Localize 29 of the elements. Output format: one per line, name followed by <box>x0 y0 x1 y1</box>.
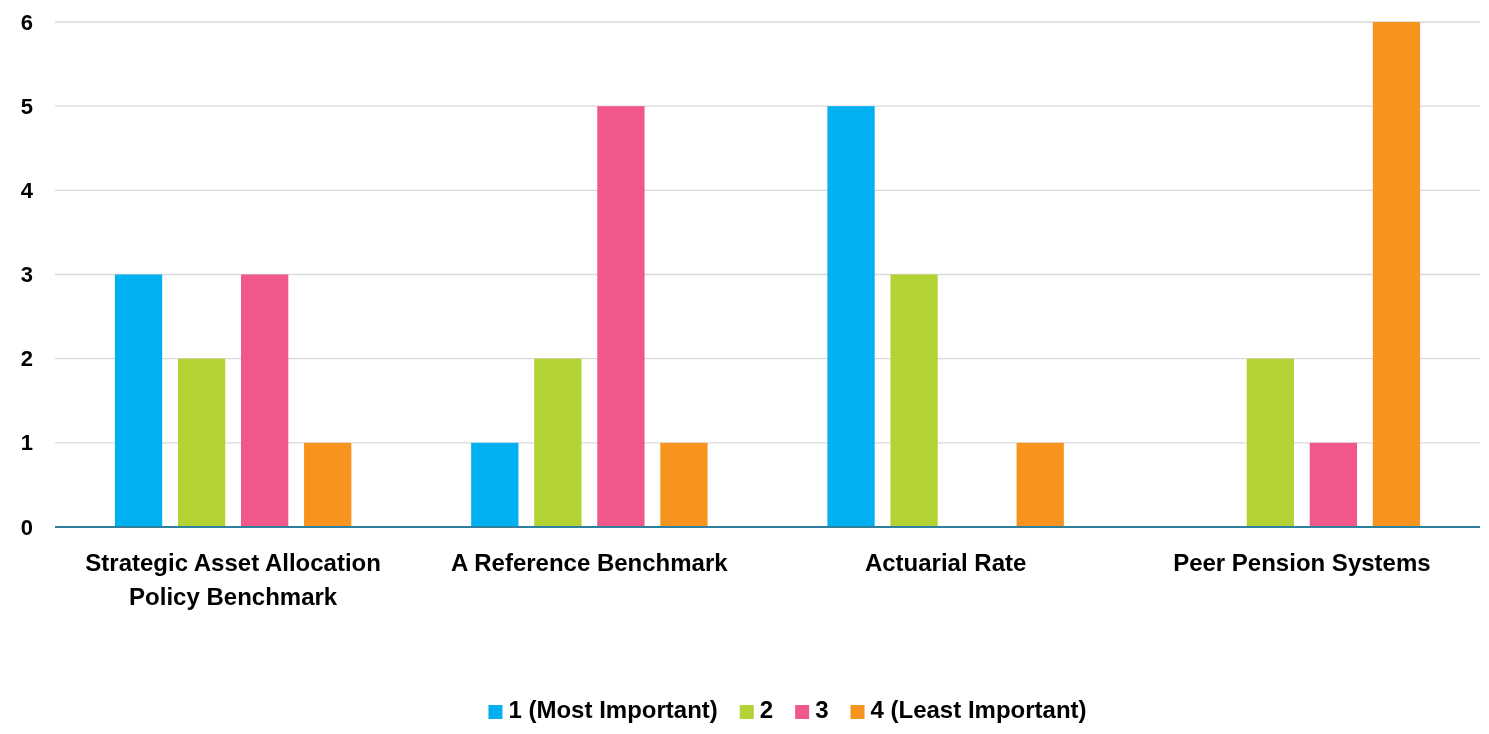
legend-label: 3 <box>815 696 829 723</box>
legend-label: 2 <box>759 696 774 723</box>
legend-label: 1 (Most Important) <box>508 696 718 723</box>
bar <box>890 274 938 527</box>
x-tick-label: Peer Pension Systems <box>1173 549 1431 576</box>
bar <box>827 106 875 527</box>
y-tick-label: 4 <box>20 177 34 203</box>
bar <box>1016 442 1064 527</box>
bar <box>534 358 582 527</box>
bar <box>1309 442 1358 527</box>
y-tick-label: 0 <box>20 514 33 540</box>
x-tick-label: A Reference Benchmark <box>451 549 729 576</box>
bar <box>177 358 226 527</box>
x-tick-label: Strategic Asset Allocation Policy Benchmark <box>85 549 381 610</box>
bar <box>1372 22 1421 527</box>
bar <box>1246 358 1294 527</box>
bar <box>304 442 352 527</box>
y-tick-label: 3 <box>20 262 33 288</box>
legend-label: 4 (Least Important) <box>870 696 1087 723</box>
bar <box>471 442 519 527</box>
y-tick-label: 1 <box>20 430 33 456</box>
y-tick-label: 5 <box>20 93 33 119</box>
bar <box>597 106 645 527</box>
y-tick-label: 6 <box>20 9 33 35</box>
x-tick-label: Actuarial Rate <box>864 549 1027 576</box>
bar <box>114 274 163 527</box>
bar <box>241 274 289 527</box>
y-tick-label: 2 <box>20 346 33 372</box>
bar <box>660 442 708 527</box>
